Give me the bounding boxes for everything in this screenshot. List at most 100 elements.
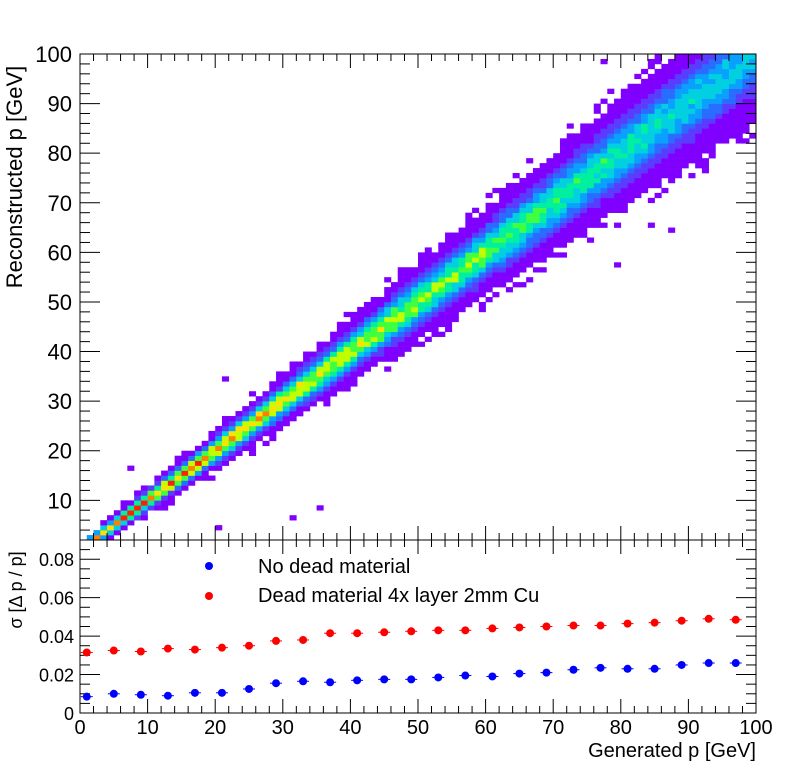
heatmap-cell [269, 391, 277, 397]
heatmap-cell [641, 173, 649, 179]
heatmap-cell [282, 406, 290, 412]
heatmap-cell [654, 68, 662, 75]
heatmap-cell [445, 316, 453, 323]
heatmap-cell [519, 212, 527, 218]
point-no-dead-material [380, 675, 389, 684]
point-no-dead-material [569, 665, 578, 674]
heatmap-cell [384, 321, 392, 328]
heatmap-cell [654, 88, 662, 94]
heatmap-cell [661, 123, 669, 129]
heatmap-cell [580, 163, 588, 169]
heatmap-cell [654, 113, 662, 119]
heatmap-cell [708, 93, 716, 99]
heatmap-cell [587, 212, 595, 218]
point-dead-material [515, 623, 524, 632]
heatmap-cell [438, 297, 446, 303]
heatmap-cell [634, 158, 642, 164]
heatmap-cell [458, 257, 466, 263]
heatmap-cell [445, 287, 453, 293]
heatmap-cell [492, 277, 500, 283]
heatmap-cell [276, 386, 284, 392]
heatmap-cell [728, 93, 737, 99]
heatmap-cell [593, 177, 601, 184]
heatmap-cell [465, 237, 473, 243]
heatmap-cell [526, 277, 534, 283]
heatmap-cell [330, 371, 338, 377]
heatmap-cell [526, 222, 534, 228]
heatmap-cell [418, 282, 426, 288]
heatmap-cell [634, 93, 642, 99]
heatmap-cell [512, 242, 520, 248]
heatmap-cell [269, 430, 277, 437]
heatmap-cell [499, 252, 507, 258]
heatmap-cell [357, 331, 365, 337]
heatmap-cell [424, 292, 432, 298]
heatmap-cell [641, 68, 649, 75]
heatmap-cell [242, 420, 250, 427]
heatmap-cell [472, 292, 480, 298]
heatmap-cell [188, 460, 196, 466]
heatmap-cell [708, 68, 716, 75]
heatmap-cell [343, 336, 351, 342]
heatmap-cell [411, 311, 419, 318]
heatmap-cell [228, 430, 236, 437]
heatmap-cell [580, 212, 588, 218]
heatmap-cell [641, 182, 649, 189]
heatmap-cell [587, 168, 595, 174]
heatmap-cell [695, 128, 703, 134]
heatmap-cell [418, 326, 426, 333]
heatmap-cell [424, 282, 432, 288]
heatmap-cell [390, 287, 399, 293]
heatmap-cell [499, 207, 507, 213]
heatmap-cell [688, 123, 696, 129]
point-dead-material [434, 626, 443, 635]
heatmap-cell [458, 297, 466, 303]
heatmap-cell [384, 356, 392, 362]
heatmap-cell [668, 133, 676, 139]
heatmap-cell [654, 177, 662, 184]
point-no-dead-material [353, 676, 362, 685]
heatmap-cell [201, 445, 209, 452]
heatmap-cell [221, 430, 230, 437]
heatmap-cell [309, 376, 317, 382]
heatmap-cell [215, 465, 223, 471]
heatmap-cell [600, 148, 608, 154]
heatmap-cell [607, 163, 615, 169]
heatmap-cell [485, 252, 493, 258]
heatmap-cell [445, 301, 453, 308]
heatmap-cell [134, 510, 142, 516]
heatmap-cell [451, 242, 459, 248]
heatmap-cell [458, 237, 466, 243]
heatmap-cell [614, 123, 622, 129]
heatmap-cell [309, 401, 317, 407]
point-dead-material [136, 647, 145, 656]
point-no-dead-material [434, 673, 443, 682]
heatmap-cell [431, 257, 439, 263]
heatmap-cell [492, 202, 500, 209]
heatmap-cell [749, 93, 757, 99]
heatmap-cell [370, 361, 378, 367]
heatmap-cell [411, 287, 419, 293]
heatmap-cell [418, 252, 426, 258]
heatmap-cell [167, 475, 175, 481]
heatmap-cell [445, 282, 453, 288]
heatmap-cell [438, 287, 446, 293]
heatmap-cell [580, 222, 588, 228]
heatmap-cell [276, 391, 284, 397]
heatmap-cell [695, 98, 703, 104]
heatmap-cell [708, 143, 716, 149]
point-dead-material [109, 646, 118, 655]
heatmap-cell [404, 277, 412, 283]
heatmap-cell [512, 272, 520, 278]
heatmap-cell [722, 118, 730, 124]
heatmap-cell [512, 267, 520, 273]
heatmap-cell [438, 311, 446, 318]
heatmap-cell [674, 93, 682, 99]
heatmap-cell [512, 252, 520, 258]
heatmap-cell [735, 78, 743, 85]
heatmap-cell [701, 148, 709, 154]
point-dead-material [650, 618, 659, 627]
heatmap-cell [620, 158, 628, 164]
heatmap-cell [424, 321, 432, 328]
y-tick-label: 60 [48, 240, 72, 265]
